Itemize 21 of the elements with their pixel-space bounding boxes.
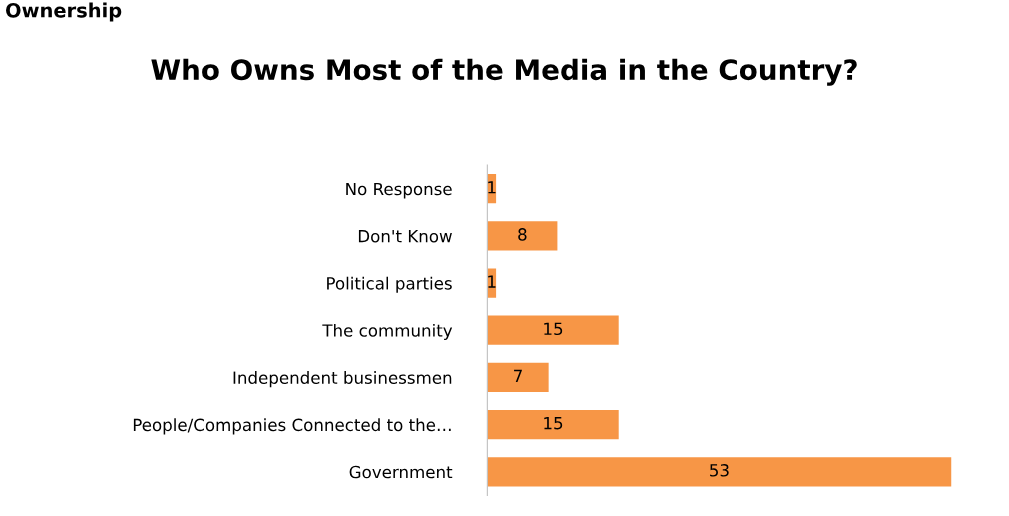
y-tick-label: Political parties bbox=[327, 276, 452, 293]
bar bbox=[487, 315, 619, 345]
data-label: 15 bbox=[544, 322, 563, 336]
data-label: 53 bbox=[710, 464, 729, 477]
bar bbox=[487, 457, 952, 487]
bar bbox=[487, 221, 558, 251]
y-tick-label: Independent businessmen bbox=[233, 371, 452, 388]
y-tick-label: Government bbox=[349, 465, 453, 479]
chart-title: Who Owns Most of the Media in the Country? bbox=[151, 58, 857, 86]
data-label: 1 bbox=[488, 181, 496, 194]
bar bbox=[487, 362, 549, 393]
y-tick-label: The community bbox=[322, 323, 453, 341]
y-tick-label: People/Companies Connected to the… bbox=[133, 418, 451, 435]
text: Ownership bbox=[6, 2, 122, 22]
data-label: 1 bbox=[488, 275, 496, 288]
data-label: 8 bbox=[518, 228, 527, 241]
y-tick-label: Don't Know bbox=[358, 230, 452, 243]
y-tick-label: No Response bbox=[346, 182, 452, 199]
data-label: 7 bbox=[514, 369, 522, 383]
data-label: 15 bbox=[544, 417, 563, 430]
bar bbox=[487, 409, 619, 440]
